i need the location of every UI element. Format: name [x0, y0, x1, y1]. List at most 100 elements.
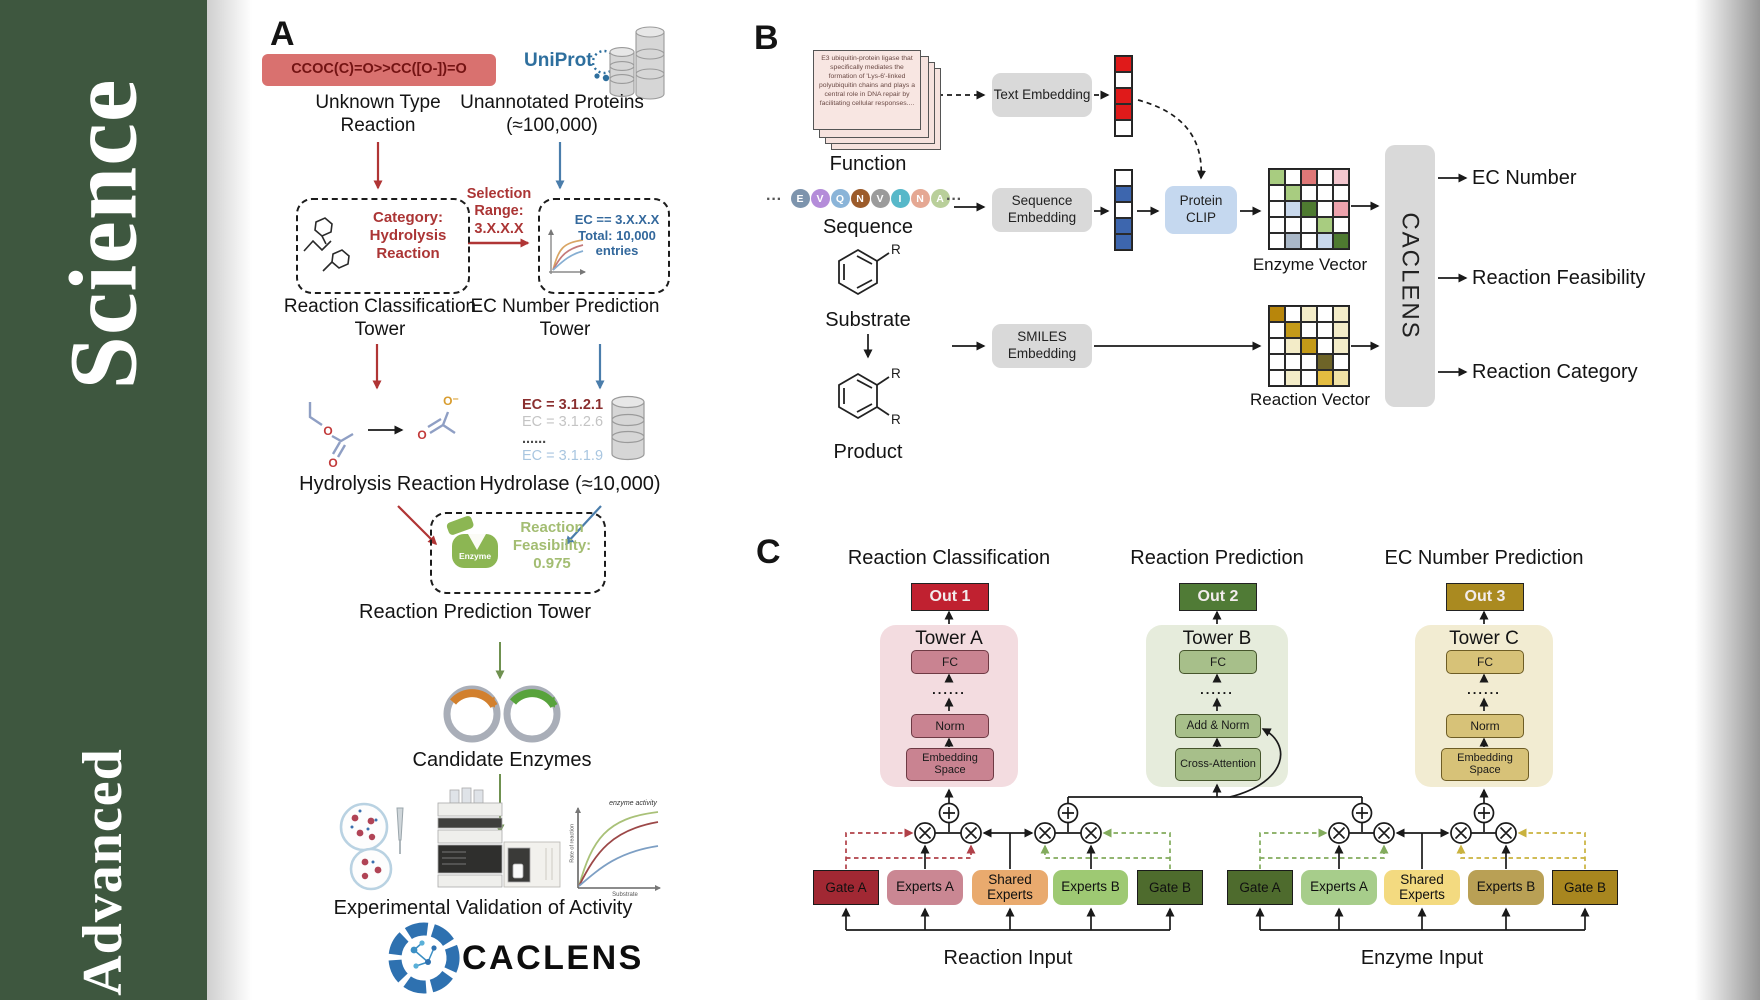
- selection-line: Range:: [474, 203, 524, 220]
- vector-cell: [1285, 306, 1301, 322]
- vector-cell: [1301, 370, 1317, 386]
- vector-cell: [1269, 201, 1285, 217]
- vector-cell: [1269, 370, 1285, 386]
- plasmid-icons: [443, 685, 561, 743]
- prediction-tower-label: Reaction Prediction Tower: [359, 601, 591, 623]
- panel-a-label: A: [270, 15, 295, 53]
- vector-cell: [1115, 186, 1132, 202]
- vector-cell: [1333, 169, 1349, 185]
- hydrolysis-reaction-label: Hydrolysis Reaction: [299, 473, 476, 495]
- vector-cell: [1317, 233, 1333, 249]
- tower-a-dots: ......: [932, 682, 966, 697]
- out3-box: Out 3: [1446, 583, 1524, 611]
- ec-tower-label: EC Number Prediction Tower: [470, 296, 660, 340]
- panel-b-label: B: [754, 19, 779, 57]
- page-right-shadow: [1695, 0, 1760, 1000]
- reaction-experts-a: Experts A: [887, 870, 963, 905]
- enzyme-vector-label: Enzyme Vector: [1252, 255, 1368, 274]
- sequence-ellipsis-left: ···: [766, 191, 782, 208]
- ec-number-item: EC = 3.1.2.1: [522, 397, 604, 413]
- kinetics-plot-icon: [575, 807, 661, 891]
- vector-cell: [1269, 169, 1285, 185]
- tower-c-fc: FC: [1446, 650, 1524, 674]
- tower-a-norm: Norm: [911, 714, 989, 738]
- vector-cell: [1301, 169, 1317, 185]
- unannotated-proteins-label: Unannotated Proteins (≈100,000): [460, 92, 644, 136]
- vector-cell: [1285, 217, 1301, 233]
- panel-b-arrows: [863, 90, 1468, 377]
- tower-c-embedding-space: Embedding Space: [1441, 748, 1529, 781]
- substrate-molecule: [838, 248, 890, 296]
- residue-token: E: [790, 189, 810, 208]
- enzyme-gate-b: Gate B: [1552, 870, 1618, 905]
- feasibility-line: 0.975: [533, 555, 571, 572]
- vector-cell: [1317, 169, 1333, 185]
- tower-c-norm: Norm: [1446, 714, 1524, 738]
- ester-carbonyl-o-label: O: [328, 456, 338, 470]
- vector-cell: [1285, 322, 1301, 338]
- selection-range-text: Selection Range: 3.X.X.X: [456, 186, 542, 238]
- vector-cell: [1285, 233, 1301, 249]
- sequence-embedding-box: Sequence Embedding: [992, 188, 1092, 232]
- ec-number-item: EC = 3.1.2.6: [522, 414, 604, 430]
- uniprot-wordmark: UniProt: [524, 50, 593, 71]
- vector-cell: [1301, 354, 1317, 370]
- database-icon-uniprot: [609, 26, 665, 100]
- residue-token: V: [810, 189, 830, 208]
- reaction-gate-b: Gate B: [1137, 870, 1203, 905]
- tower-a-fc: FC: [911, 650, 989, 674]
- vector-cell: [1115, 234, 1132, 250]
- vector-cell: [1333, 354, 1349, 370]
- uniprot-logo-swirl: [591, 49, 617, 82]
- tower-b-title: Tower B: [1182, 628, 1252, 649]
- acetate-molecule: [427, 411, 456, 435]
- residue-token: V: [870, 189, 890, 208]
- substrate-label: Substrate: [825, 309, 911, 331]
- vector-cell: [1285, 370, 1301, 386]
- enzyme-icon-label: Enzyme: [458, 551, 492, 561]
- tower-a-embedding-space: Embedding Space: [906, 748, 994, 781]
- category-line: Reaction: [376, 245, 440, 262]
- sum-nodes: [938, 802, 1495, 824]
- vector-cell: [1269, 338, 1285, 354]
- vector-cell: [1115, 56, 1132, 72]
- vector-cell: [1301, 322, 1317, 338]
- ec-number-item: ......: [522, 431, 547, 447]
- feasibility-line: Feasibility:: [512, 537, 592, 554]
- hplc-instrument-icon: [437, 787, 561, 888]
- reaction-vector-grid: [1268, 305, 1350, 387]
- tower-c-dots: ......: [1467, 682, 1501, 697]
- tower-c-title: Tower C: [1449, 628, 1519, 649]
- residue-token: N: [910, 189, 930, 208]
- product-molecule: [838, 372, 890, 420]
- vector-cell: [1115, 104, 1132, 120]
- product-r2-label: R: [891, 412, 901, 427]
- vector-cell: [1317, 370, 1333, 386]
- journal-word-science: Science: [49, 78, 157, 390]
- vector-cell: [1285, 185, 1301, 201]
- category-dashed-box: [296, 198, 470, 294]
- ec-box-line: EC == 3.X.X.X: [574, 212, 660, 227]
- vector-cell: [1115, 120, 1132, 136]
- residue-token: A: [930, 189, 950, 208]
- vector-cell: [1317, 217, 1333, 233]
- title-ec-number-prediction: EC Number Prediction: [1384, 547, 1584, 569]
- page-left-shadow: [207, 0, 252, 1000]
- tower-b-cross-attention: Cross-Attention: [1175, 748, 1261, 781]
- acetate-o-label: O: [417, 428, 427, 442]
- smiles-embedding-box: SMILES Embedding: [992, 324, 1092, 368]
- vector-cell: [1115, 202, 1132, 218]
- vector-cell: [1115, 170, 1132, 186]
- ec-box-line: entries: [595, 243, 639, 259]
- residue-token: N: [850, 189, 870, 208]
- tower-a-title: Tower A: [915, 628, 983, 649]
- substrate-r-label: R: [891, 242, 901, 257]
- vector-cell: [1333, 338, 1349, 354]
- vector-cell: [1285, 169, 1301, 185]
- residue-token: Q: [830, 189, 850, 208]
- vector-cell: [1333, 233, 1349, 249]
- classification-tower-label: Reaction Classification Tower: [283, 296, 477, 340]
- product-label: Product: [833, 441, 903, 463]
- caclens-bar-label: CACLENS: [1397, 212, 1424, 340]
- vector-cell: [1269, 322, 1285, 338]
